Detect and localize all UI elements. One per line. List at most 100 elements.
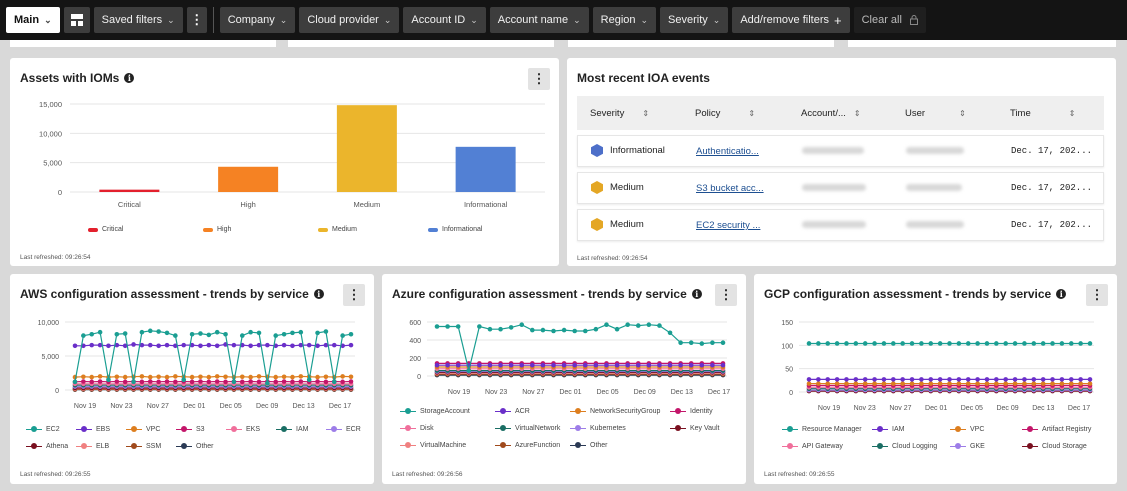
redacted-value (906, 147, 964, 154)
legend-label: SSM (146, 443, 162, 450)
gcp-legend: Resource Manager IAM VPC Artifact Registry A… (762, 426, 1112, 456)
info-icon[interactable]: i (124, 73, 135, 83)
legend-item[interactable]: IAM (872, 426, 904, 433)
time-cell: Dec. 17, 202... (1011, 146, 1093, 156)
legend-item[interactable]: High (203, 226, 231, 233)
filter-region[interactable]: Region ⌄ (592, 7, 657, 33)
saved-filters-button[interactable]: Saved filters ⌄ (93, 7, 183, 33)
data-point (891, 377, 896, 382)
data-point (340, 333, 345, 338)
legend-item[interactable]: VirtualNetwork (495, 425, 560, 432)
legend-item[interactable]: ACR (495, 408, 530, 415)
data-point (106, 377, 111, 383)
legend-item[interactable]: Kubernetes (570, 425, 626, 432)
legend-item[interactable]: Cloud Storage (1022, 443, 1087, 450)
card-menu-icon[interactable]: ⋮ (1086, 284, 1108, 306)
table-row[interactable]: Medium S3 bucket acc... Dec. 17, 202... (577, 172, 1104, 204)
data-point (947, 341, 952, 346)
plus-icon: + (834, 12, 842, 28)
column-account[interactable]: Account/... ⇕ (801, 108, 861, 119)
legend-item[interactable]: AzureFunction (495, 442, 560, 449)
data-point (223, 331, 228, 337)
legend-item[interactable]: Athena (26, 443, 68, 450)
legend-item[interactable]: EC2 (26, 426, 60, 433)
legend-item[interactable]: API Gateway (782, 443, 843, 450)
legend-item[interactable]: VPC (126, 426, 160, 433)
legend-item[interactable]: VirtualMachine (400, 442, 466, 449)
data-point (1012, 341, 1018, 346)
legend-item[interactable]: Medium (318, 226, 357, 233)
data-point (97, 342, 103, 348)
card-menu-icon[interactable]: ⋮ (343, 284, 365, 306)
legend-swatch (428, 227, 438, 232)
filter-cloud-provider[interactable]: Cloud provider ⌄ (299, 7, 400, 33)
legend-item[interactable]: Artifact Registry (1022, 426, 1091, 433)
legend-item[interactable]: IAM (276, 426, 308, 433)
data-point (825, 377, 831, 382)
card-menu-icon[interactable]: ⋮ (715, 284, 737, 306)
legend-item[interactable]: Other (176, 443, 214, 450)
data-point (1031, 377, 1037, 382)
data-point (834, 377, 840, 382)
info-icon[interactable]: i (691, 289, 702, 299)
data-point (572, 328, 578, 334)
filter-account-name[interactable]: Account name ⌄ (489, 7, 589, 33)
data-point (89, 374, 95, 380)
assets-with-ioms-card: Assets with IOMs i ⋮ 15,000 10,000 5,000 0 C… (10, 58, 559, 266)
legend-item[interactable]: NetworkSecurityGroup (570, 408, 660, 415)
filter-company[interactable]: Company ⌄ (219, 7, 296, 33)
clear-all-button[interactable]: Clear all (853, 7, 926, 33)
legend-item[interactable]: EBS (76, 426, 110, 433)
legend-item[interactable]: EKS (226, 426, 260, 433)
filter-severity[interactable]: Severity ⌄ (660, 7, 729, 33)
legend-item[interactable]: S3 (176, 426, 205, 433)
column-policy[interactable]: Policy ⇕ (695, 108, 755, 119)
column-user[interactable]: User ⇕ (905, 108, 966, 119)
add-remove-filters-label: Add/remove filters (740, 14, 829, 26)
policy-link[interactable]: S3 bucket acc... (696, 183, 764, 194)
legend-item[interactable]: Other (570, 442, 608, 449)
dashboard-select[interactable]: Main ⌄ (6, 7, 60, 33)
data-point (273, 374, 279, 380)
legend-item[interactable]: Critical (88, 226, 123, 233)
legend-item[interactable]: Cloud Logging (872, 443, 937, 450)
data-point (720, 340, 726, 345)
column-time[interactable]: Time ⇕ (1010, 108, 1075, 119)
data-point (688, 340, 694, 345)
data-point (825, 381, 831, 386)
info-icon[interactable]: i (313, 289, 324, 299)
legend-item[interactable]: StorageAccount (400, 408, 470, 415)
legend-swatch (570, 425, 586, 431)
policy-link[interactable]: Authenticatio... (696, 146, 759, 157)
layout-icon[interactable] (63, 7, 90, 33)
data-point (604, 322, 609, 327)
policy-link[interactable]: EC2 security ... (696, 220, 761, 231)
add-remove-filters-button[interactable]: Add/remove filters + (732, 7, 850, 33)
filter-account-id[interactable]: Account ID ⌄ (403, 7, 486, 33)
legend-item[interactable]: Informational (428, 226, 482, 233)
legend-item[interactable]: VPC (950, 426, 984, 433)
data-point (298, 379, 304, 384)
info-icon[interactable]: i (1056, 289, 1067, 299)
card-stub (288, 40, 554, 47)
column-severity[interactable]: Severity ⇕ (590, 108, 649, 119)
legend-item[interactable]: ECR (326, 426, 361, 433)
x-tick-label: Dec 01 (925, 405, 947, 412)
legend-item[interactable]: Disk (400, 425, 434, 432)
y-tick-label: 50 (785, 367, 793, 374)
data-point (984, 377, 990, 382)
data-point (561, 327, 567, 333)
redacted-value (906, 221, 964, 228)
legend-item[interactable]: ELB (76, 443, 109, 450)
more-options-icon[interactable]: ⋮ (186, 7, 207, 33)
legend-item[interactable]: Key Vault (670, 425, 719, 432)
legend-item[interactable]: Resource Manager (782, 426, 862, 433)
legend-item[interactable]: SSM (126, 443, 161, 450)
card-menu-icon[interactable]: ⋮ (528, 68, 550, 90)
legend-item[interactable]: GKE (950, 443, 985, 450)
data-point (315, 374, 320, 380)
legend-item[interactable]: Identity (670, 408, 713, 415)
table-row[interactable]: Informational Authenticatio... Dec. 17, … (577, 135, 1104, 167)
data-point (455, 324, 461, 329)
table-row[interactable]: Medium EC2 security ... Dec. 17, 202... (577, 209, 1104, 241)
